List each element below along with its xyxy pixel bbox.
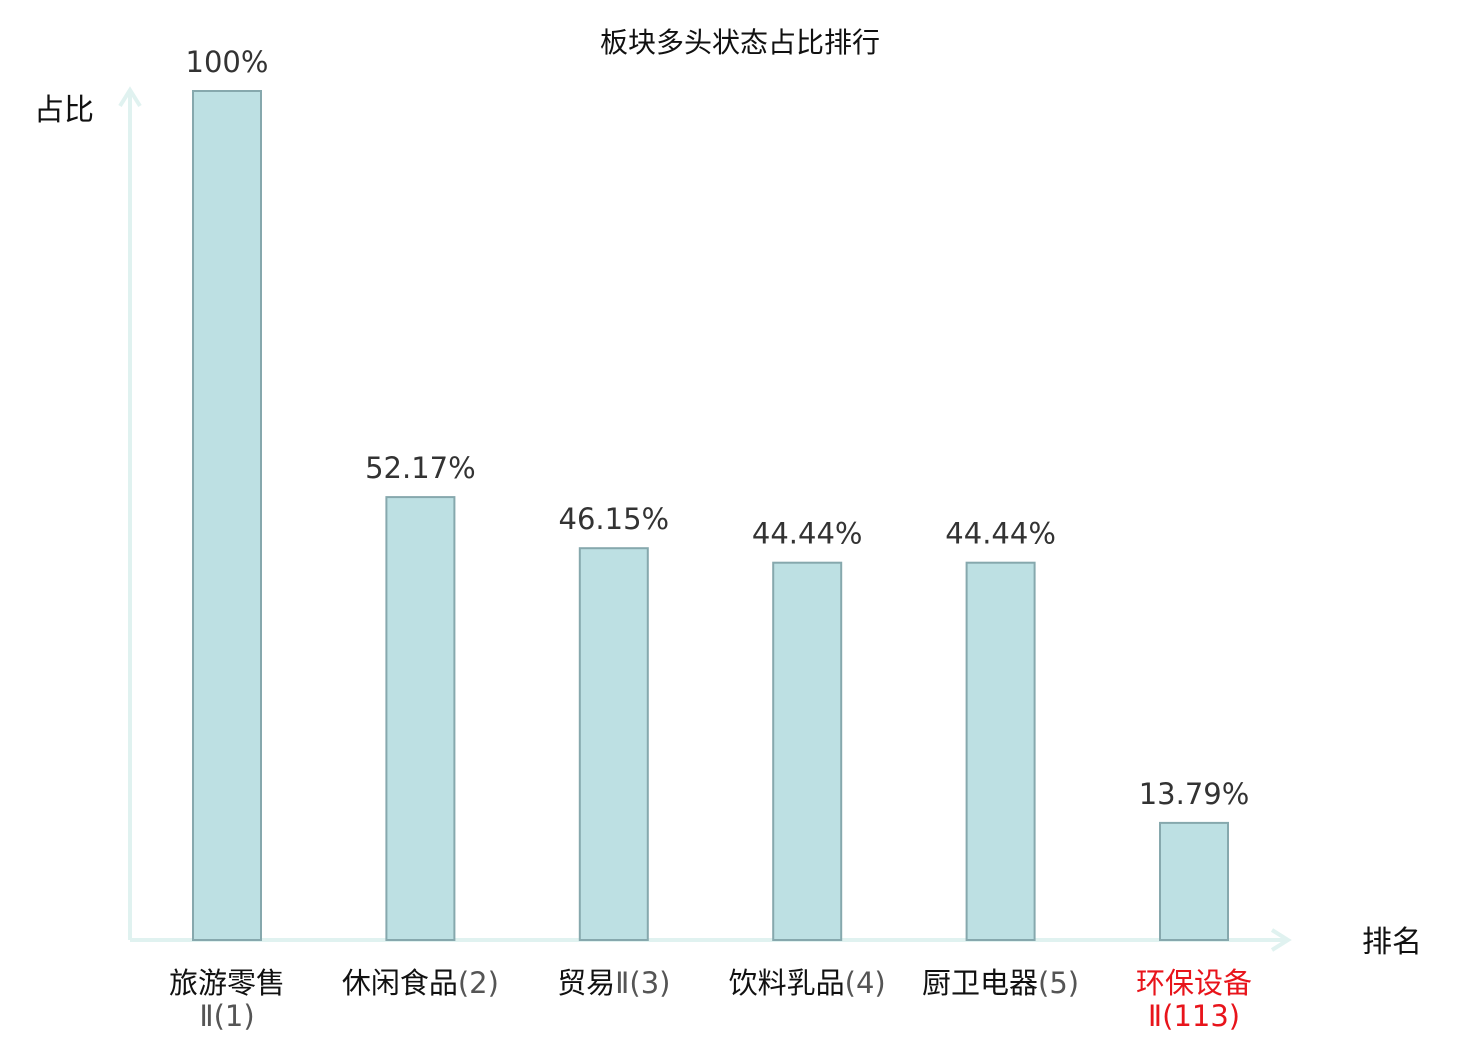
bar-5 [965,561,1036,941]
bar-6 [1159,821,1229,942]
value-label-5: 44.44% [945,517,1056,551]
axes [118,86,1292,952]
bars-group [192,90,1229,942]
y-axis-arrow [118,86,142,108]
chart-title: 板块多头状态占比排行 [600,26,880,59]
x-axis-label: 排名 [1362,925,1422,960]
y-axis-label: 占比 [34,93,94,128]
bar-4 [772,561,843,941]
category-labels-group: 旅游零售 Ⅱ(1) 休闲食品(2) 贸易Ⅱ(3) 饮料乳品(4) 厨卫电器(5) 环保设备 Ⅱ… [169,966,1252,1033]
bar-2 [385,496,456,941]
value-labels-group: 100% 52.17% 46.15% 44.44% 44.44% 13.79% [186,45,1250,811]
value-label-1: 100% [186,45,269,79]
category-label-4: 饮料乳品(4) [729,966,886,1000]
bar-3 [578,547,649,941]
category-label-5: 厨卫电器(5) [922,966,1079,1000]
value-label-3: 46.15% [559,502,670,536]
category-label-1: 旅游零售 Ⅱ(1) [169,966,285,1033]
category-label-3: 贸易Ⅱ(3) [557,966,670,1000]
x-axis-arrow [1270,928,1292,952]
value-label-6: 13.79% [1139,777,1250,811]
bar-1 [192,90,262,941]
value-label-2: 52.17% [365,451,476,485]
category-label-6: 环保设备 Ⅱ(113) [1136,966,1252,1033]
category-label-2: 休闲食品(2) [342,966,499,1000]
value-label-4: 44.44% [752,517,863,551]
